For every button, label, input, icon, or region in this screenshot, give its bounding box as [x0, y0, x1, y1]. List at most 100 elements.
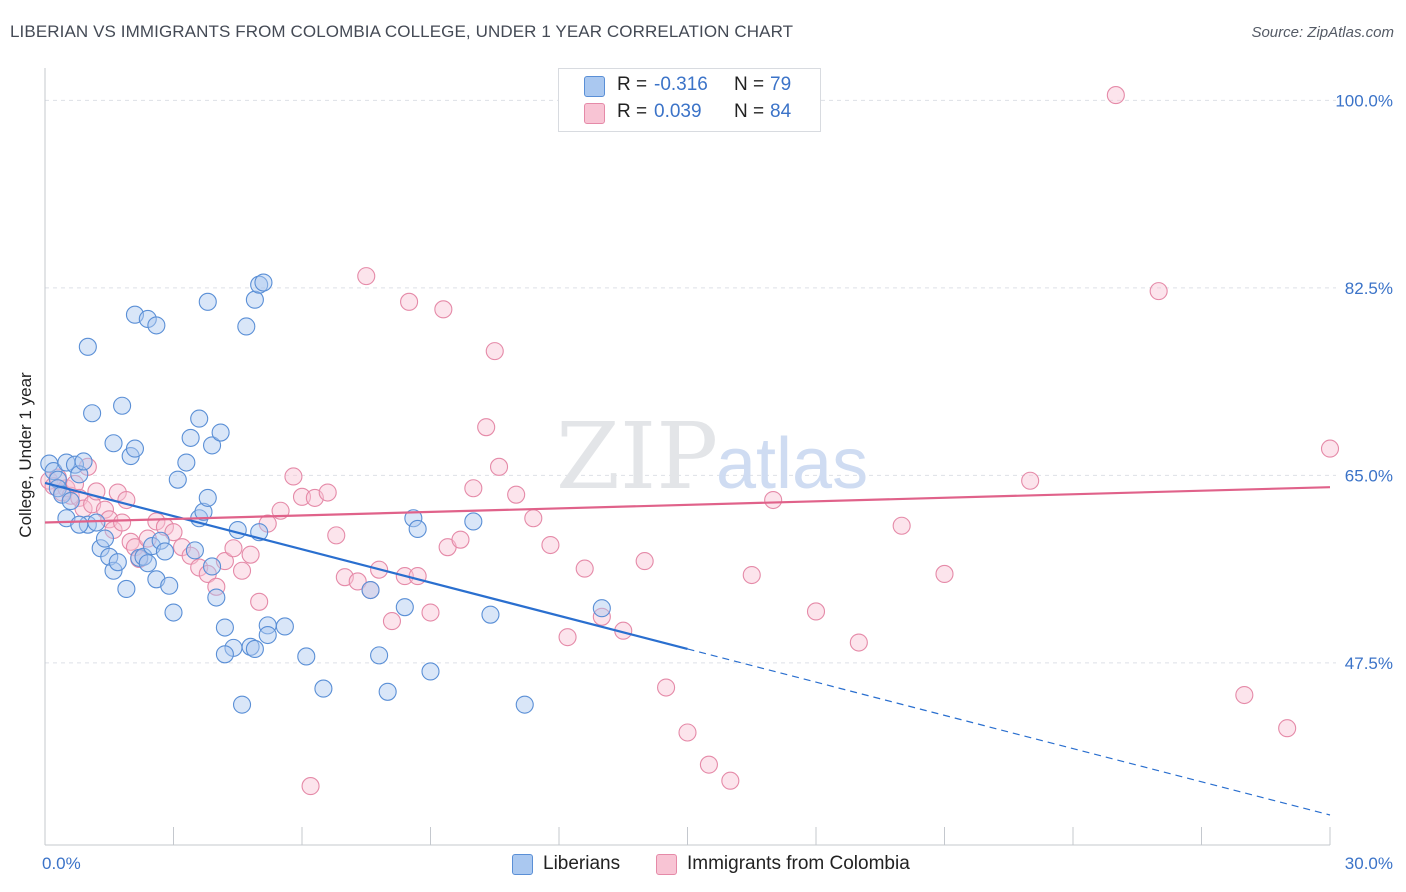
- n-label: N =: [734, 74, 765, 95]
- colombia-point-63: [657, 678, 676, 697]
- n-value: 84: [770, 101, 792, 122]
- colombia-point-67: [742, 565, 761, 585]
- colombia-point-70: [849, 633, 868, 652]
- liberians-point-32: [177, 453, 196, 472]
- colombia-point-78: [1320, 439, 1340, 458]
- liberians-point-28: [155, 542, 174, 561]
- liberians-point-9: [74, 452, 93, 471]
- colombia-point-71: [892, 516, 911, 535]
- colombia-point-34: [250, 592, 269, 611]
- colombia-point-6: [65, 474, 85, 494]
- liberians-point-78: [215, 645, 234, 664]
- colombia-point-75: [1149, 282, 1168, 301]
- liberians-point-6: [61, 492, 80, 511]
- liberians-point-42: [232, 695, 252, 714]
- liberians-point-57: [254, 273, 273, 292]
- r-value: 0.039: [654, 101, 702, 122]
- colombia-point-48: [408, 567, 427, 586]
- source-label: Source: ZipAtlas.com: [1251, 24, 1394, 41]
- watermark-zip: ZIP: [556, 403, 718, 510]
- r-label: R =: [617, 74, 648, 95]
- liberians-point-60: [211, 423, 230, 442]
- liberians-point-72: [408, 519, 427, 539]
- colombia-point-58: [558, 628, 577, 647]
- liberians-point-47: [70, 515, 89, 534]
- colombia-point-22: [147, 512, 166, 531]
- y-tick-label-1: 65.0%: [1345, 466, 1393, 485]
- liberians-point-34: [185, 541, 204, 560]
- liberians-point-62: [245, 639, 264, 658]
- liberians-point-49: [104, 434, 123, 453]
- colombia-point-59: [575, 559, 594, 578]
- liberians-point-36: [194, 502, 213, 521]
- liberians-point-58: [190, 409, 209, 428]
- colombia-point-72: [935, 564, 954, 584]
- colombia-point-32: [232, 561, 252, 580]
- legend-label: Immigrants from Colombia: [687, 853, 910, 874]
- liberians-point-19: [117, 579, 136, 599]
- watermark-atlas: atlas: [716, 424, 868, 504]
- liberians-point-63: [258, 625, 277, 645]
- colombia-point-80: [357, 267, 376, 286]
- liberians-point-71: [404, 509, 423, 528]
- colombia-point-40: [318, 483, 337, 502]
- colombia-point-69: [806, 602, 826, 621]
- liberians-point-11: [83, 404, 102, 423]
- liberians-point-15: [100, 547, 119, 566]
- liberians-point-21: [125, 439, 144, 458]
- gridlines: [45, 99, 1336, 664]
- colombia-point-24: [164, 523, 183, 542]
- colombia-point-49: [421, 603, 440, 622]
- liberians-point-38: [203, 557, 222, 576]
- liberians-point-74: [464, 512, 483, 531]
- liberians-trend-extension: [687, 648, 1331, 816]
- liberians-point-69: [378, 682, 397, 701]
- watermark: ZIP atlas: [556, 403, 868, 510]
- y-axis-label: College, Under 1 year: [16, 372, 35, 538]
- colombia-point-74: [1106, 86, 1125, 105]
- colombia-point-73: [1021, 471, 1040, 490]
- liberians-point-68: [370, 646, 389, 665]
- liberians-point-14: [95, 529, 115, 548]
- liberians-point-66: [314, 679, 333, 698]
- liberians-point-33: [181, 428, 200, 447]
- colombia-point-54: [489, 457, 509, 476]
- liberians-point-18: [113, 396, 132, 415]
- colombia-swatch: [584, 103, 605, 124]
- liberians-point-61: [228, 520, 247, 540]
- legend-label: Liberians: [543, 853, 621, 874]
- liberians-point-67: [361, 580, 380, 600]
- y-tick-label-2: 82.5%: [1345, 279, 1393, 298]
- colombia-point-81: [400, 292, 419, 311]
- colombia-point-33: [241, 545, 260, 564]
- colombia-point-31: [224, 539, 243, 558]
- colombia-point-83: [485, 342, 504, 361]
- y-tick-label-0: 47.5%: [1345, 654, 1393, 673]
- colombia-point-77: [1278, 719, 1297, 738]
- colombia-point-12: [95, 500, 115, 519]
- liberians-point-54: [237, 317, 256, 336]
- liberians-point-27: [151, 531, 170, 550]
- colombia-legend-swatch: [656, 854, 677, 875]
- liberians-point-76: [515, 695, 534, 714]
- liberians-point-70: [395, 598, 414, 617]
- trend-lines: [44, 481, 1331, 816]
- r-label: R =: [617, 101, 648, 122]
- r-value: -0.316: [654, 74, 708, 95]
- colombia-point-65: [699, 755, 718, 774]
- colombia-point-16: [113, 513, 132, 532]
- liberians-point-52: [147, 316, 166, 335]
- liberians-point-73: [421, 662, 440, 681]
- liberians-point-17: [108, 553, 127, 572]
- liberians-point-29: [160, 576, 179, 595]
- colombia-point-41: [327, 526, 346, 545]
- tick-labels: 47.5% 65.0% 82.5% 100.0% 0.0% 30.0%: [42, 91, 1393, 873]
- liberians-point-48: [78, 337, 97, 356]
- liberians-point-39: [207, 588, 226, 607]
- colombia-point-56: [524, 509, 543, 528]
- series-colombia-points: [40, 86, 1340, 796]
- liberians-point-16: [104, 561, 123, 580]
- colombia-point-51: [451, 530, 470, 549]
- x-tick-label-max: 30.0%: [1345, 854, 1393, 873]
- liberians-point-1: [44, 462, 63, 481]
